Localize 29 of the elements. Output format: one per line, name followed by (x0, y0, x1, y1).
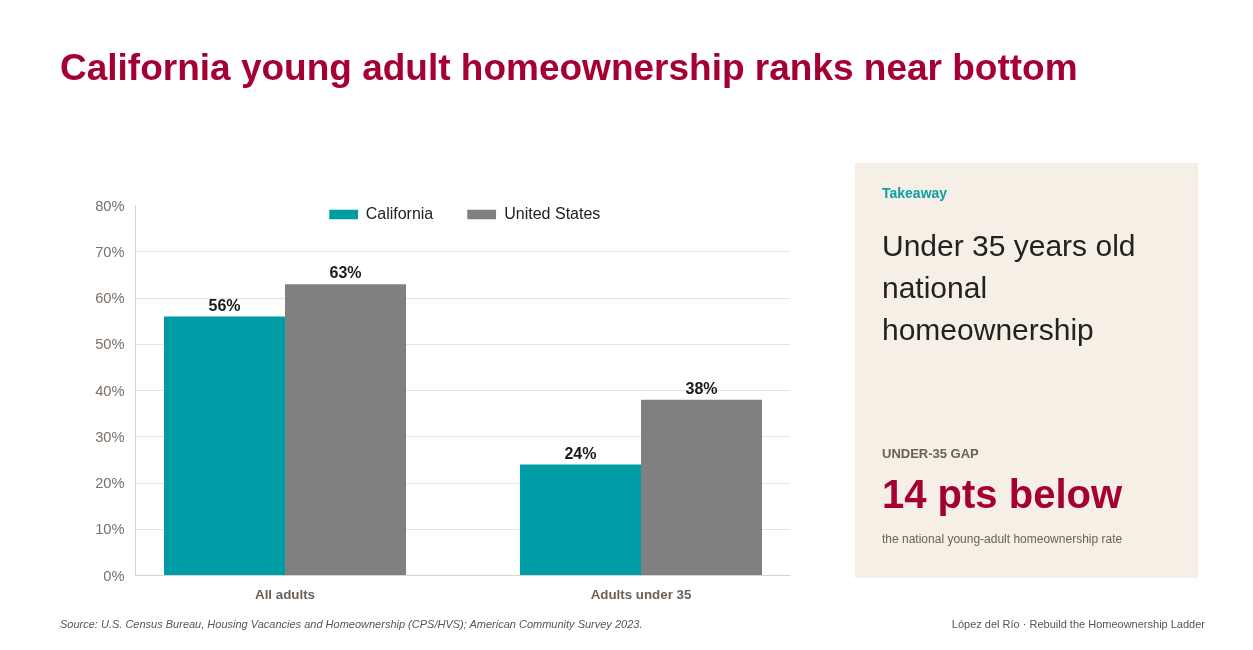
text: López del Río · Rebuild the Homeownership Ladder (951, 617, 1205, 632)
source-note: Source: U.S. Census Bureau, Housing Vacancies and Homeownership (CPS/HVS); American Community Survey 2023. (60, 618, 643, 630)
data-label: 24% (564, 444, 597, 462)
y-tick-label: 80% (95, 197, 125, 214)
data-label: 56% (208, 296, 241, 314)
x-tick-label: All adults (255, 586, 315, 602)
bar (640, 399, 763, 576)
text: Under 35 years old national homeownership (882, 228, 1137, 348)
y-tick-label: 60% (95, 290, 125, 306)
y-tick-label: 70% (95, 243, 125, 260)
text: the national young-adult homeownership rate (882, 530, 1123, 548)
legend-label: California (365, 205, 434, 223)
y-tick-label: 30% (95, 428, 125, 445)
text: UNDER-35 GAP (882, 445, 980, 464)
data-label: 63% (329, 264, 362, 282)
bar (163, 316, 286, 576)
x-tick-label: Adults under 35 (590, 586, 692, 602)
y-tick-label: 10% (95, 521, 125, 538)
y-tick-label: 50% (95, 336, 125, 353)
y-tick-label: 20% (95, 475, 125, 491)
y-tick-label: 40% (95, 382, 125, 399)
text: 14 pts below (882, 470, 1123, 518)
text: Takeaway (882, 184, 949, 203)
bar (285, 284, 407, 576)
bar (519, 464, 641, 576)
data-label: 38% (685, 379, 718, 397)
y-tick-label: 0% (103, 567, 125, 584)
chart-title: California young adult homeownership ranks near bottom (60, 46, 1078, 90)
legend-label: United States (504, 205, 601, 223)
